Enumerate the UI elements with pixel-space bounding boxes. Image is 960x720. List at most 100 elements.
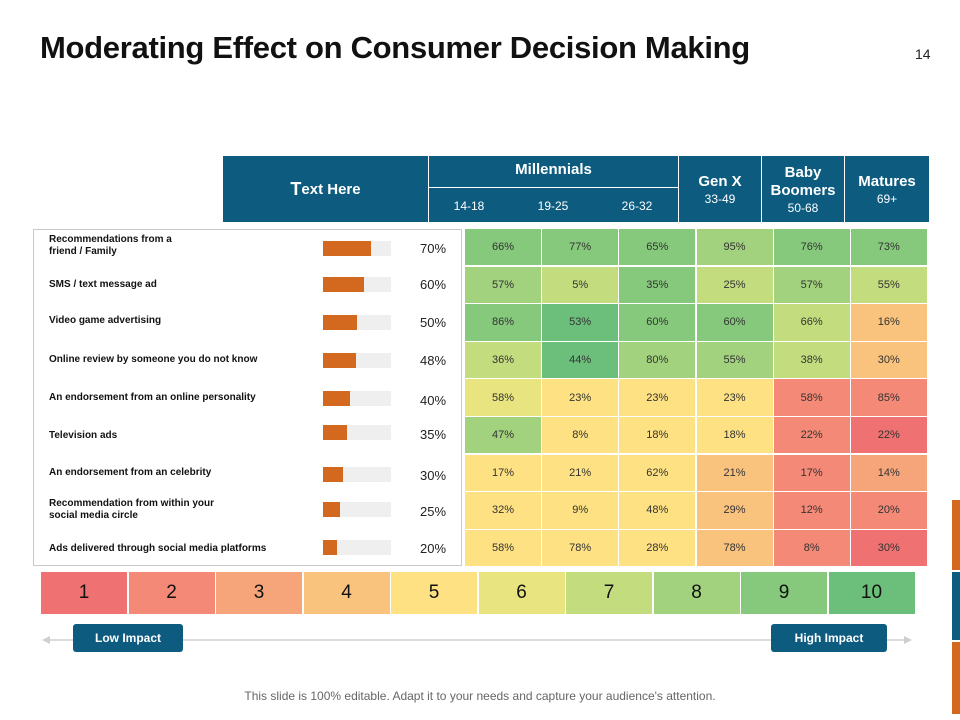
heatmap-cell: 38% xyxy=(773,341,850,379)
heatmap-cell: 80% xyxy=(619,341,696,379)
bar-track xyxy=(323,241,391,256)
heatmap-cell: 23% xyxy=(542,379,619,416)
scale-cell-5: 5 xyxy=(391,572,477,614)
impact-heatmap: 66% 77% 65% 95% 76% 73% 57% 5% 35% 25% 57% 55% 86% 53… xyxy=(465,229,928,567)
bar xyxy=(323,315,357,330)
header-age-26-32: 26-32 xyxy=(621,199,653,213)
heatmap-cell: 53% xyxy=(542,304,619,341)
heatmap-cell: 17% xyxy=(773,454,850,491)
slide-title: Moderating Effect on Consumer Decision M… xyxy=(40,30,750,65)
factor-label: Television ads xyxy=(49,430,118,441)
heatmap-cell: 60% xyxy=(619,304,696,341)
heatmap-cell: 95% xyxy=(696,229,773,266)
heatmap-cell: 48% xyxy=(619,492,696,529)
bar xyxy=(323,391,351,406)
header-baby-boomers-label: Baby Boomers xyxy=(770,163,836,199)
factor-label: Recommendations from a friend / Family xyxy=(49,234,172,257)
scale-cell-8: 8 xyxy=(653,572,740,614)
heatmap-cell: 14% xyxy=(850,454,927,491)
header-age-14-18: 14-18 xyxy=(453,199,485,213)
scale-cell-3: 3 xyxy=(216,572,302,614)
bar xyxy=(323,425,347,440)
bar-track xyxy=(323,315,391,330)
heatmap-cell: 78% xyxy=(696,529,773,567)
scale-cell-2: 2 xyxy=(128,572,215,614)
bar-track xyxy=(323,502,391,517)
heatmap-cell: 22% xyxy=(773,417,850,454)
bar-value-label: 35% xyxy=(419,427,447,442)
factors-panel xyxy=(33,229,462,566)
heatmap-cell: 30% xyxy=(850,341,927,379)
header-matures-label: Matures xyxy=(858,172,916,190)
bar-track xyxy=(323,353,391,368)
bar-value-label: 50% xyxy=(419,315,447,330)
header-text-here-initial: T xyxy=(290,178,302,199)
bar xyxy=(323,353,356,368)
heatmap-cell: 57% xyxy=(465,266,541,303)
heatmap-cell: 57% xyxy=(773,266,850,303)
heatmap-cell: 60% xyxy=(696,304,773,341)
heatmap-cell: 23% xyxy=(696,379,773,416)
impact-axis-arrow xyxy=(42,636,912,644)
page-number: 14 xyxy=(915,46,931,62)
factor-label: Video game advertising xyxy=(49,315,162,326)
bar xyxy=(323,502,340,517)
factor-label: Ads delivered through social media platf… xyxy=(49,543,267,554)
bar-track xyxy=(323,425,391,440)
scale-cell-7: 7 xyxy=(566,572,652,614)
header-genx-label: Gen X xyxy=(698,172,742,190)
heatmap-cell: 18% xyxy=(619,417,696,454)
heatmap-cell: 35% xyxy=(619,266,696,303)
factor-label: Recommendation from within your social me… xyxy=(49,498,215,521)
header-baby-boomers-age: 50-68 xyxy=(787,200,819,215)
heatmap-cell: 77% xyxy=(542,229,619,266)
heatmap-cell: 58% xyxy=(465,529,541,567)
header-age-19-25: 19-25 xyxy=(537,199,569,213)
heatmap-cell: 20% xyxy=(850,492,927,529)
factor-label: Online review by someone you do not know xyxy=(49,354,258,365)
heatmap-cell: 66% xyxy=(773,304,850,341)
bar-track xyxy=(323,540,391,555)
heatmap-cell: 5% xyxy=(542,266,619,303)
bar xyxy=(323,467,344,482)
decor-stripe-orange xyxy=(952,500,960,570)
heatmap-cell: 28% xyxy=(619,529,696,567)
heatmap-cell: 21% xyxy=(696,454,773,491)
heatmap-cell: 65% xyxy=(619,229,696,266)
heatmap-cell: 30% xyxy=(850,529,927,567)
heatmap-cell: 55% xyxy=(850,266,927,303)
heatmap-cell: 78% xyxy=(542,529,619,567)
high-impact-label: High Impact xyxy=(771,624,887,652)
heatmap-cell: 85% xyxy=(850,379,927,416)
heatmap-cell: 32% xyxy=(465,492,541,529)
decor-stripe-orange-2 xyxy=(952,642,960,714)
bar xyxy=(323,540,337,555)
scale-cell-4: 4 xyxy=(303,572,390,614)
decor-stripe-blue xyxy=(952,572,960,640)
bar-value-label: 60% xyxy=(419,277,447,292)
scale-cell-1: 1 xyxy=(41,572,127,614)
low-impact-label: Low Impact xyxy=(73,624,183,652)
header-text-here-rest: ext Here xyxy=(301,180,361,198)
heatmap-cell: 18% xyxy=(696,417,773,454)
header-divider xyxy=(429,187,678,188)
bar-value-label: 25% xyxy=(419,504,447,519)
scale-cell-9: 9 xyxy=(741,572,827,614)
heatmap-cell: 66% xyxy=(465,229,541,266)
heatmap-cell: 73% xyxy=(850,229,927,266)
bar-value-label: 20% xyxy=(419,541,447,556)
heatmap-cell: 44% xyxy=(542,341,619,379)
heatmap-cell: 58% xyxy=(773,379,850,416)
heatmap-cell: 8% xyxy=(773,529,850,567)
bar xyxy=(323,277,364,292)
bar-value-label: 70% xyxy=(419,241,447,256)
heatmap-cell: 62% xyxy=(619,454,696,491)
bar-value-label: 30% xyxy=(419,468,447,483)
header-genx-age: 33-49 xyxy=(704,191,736,206)
heatmap-cell: 47% xyxy=(465,417,541,454)
header-matures: Matures 69+ xyxy=(845,156,929,222)
heatmap-cell: 8% xyxy=(542,417,619,454)
bar-track xyxy=(323,277,391,292)
heatmap-cell: 21% xyxy=(542,454,619,491)
